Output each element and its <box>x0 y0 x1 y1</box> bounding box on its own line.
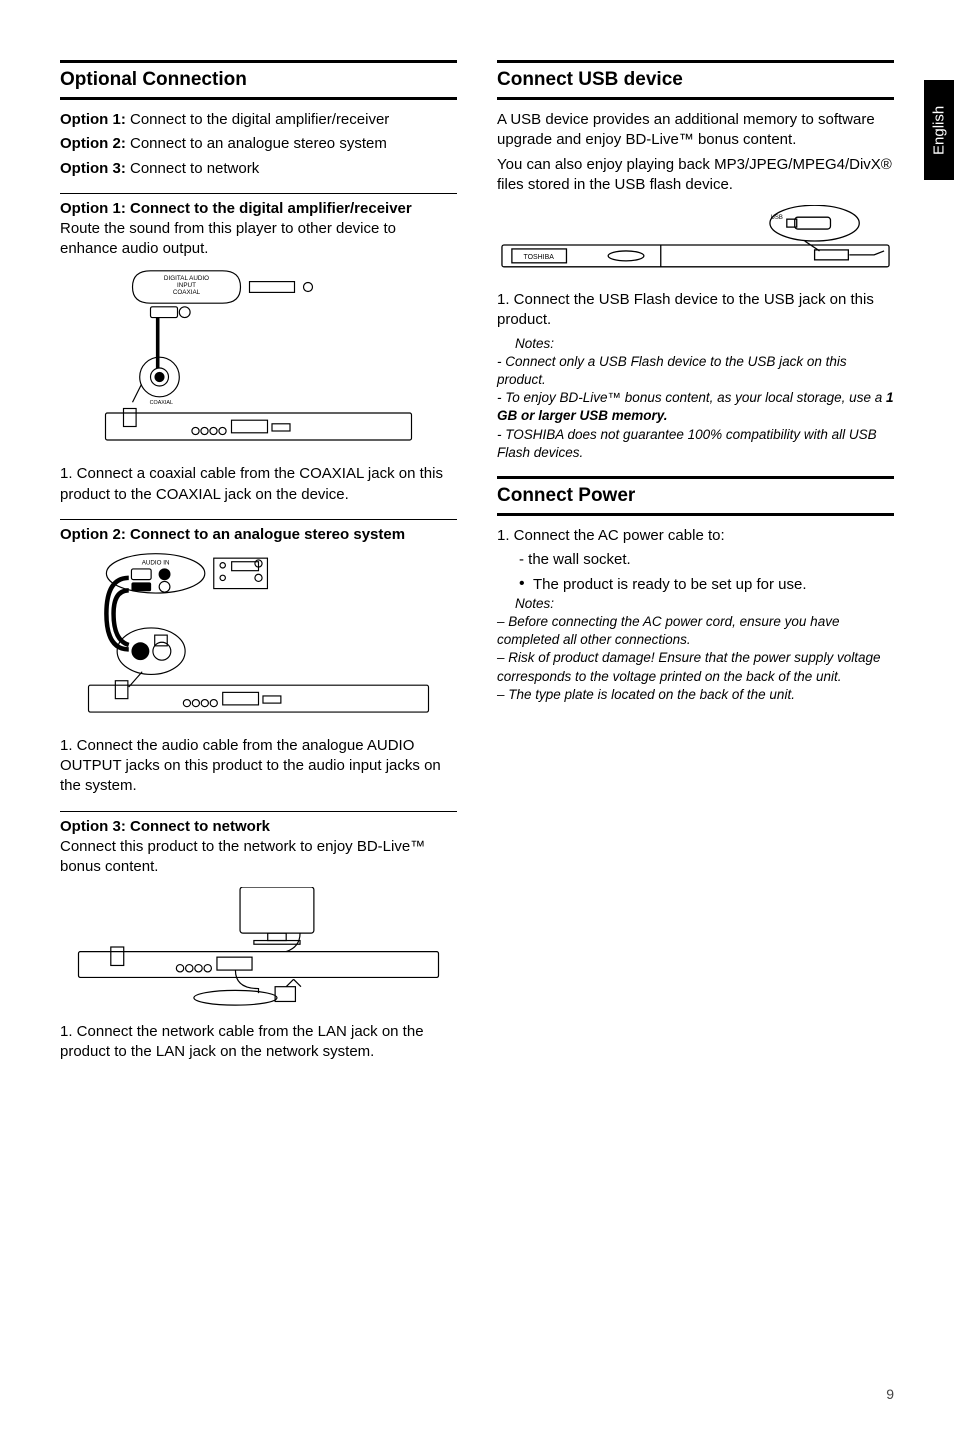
option-1-heading: Option 1: Connect to the digital amplifi… <box>60 193 457 217</box>
usb-p1: A USB device provides an additional memo… <box>497 110 894 151</box>
analogue-diagram: AUDIO IN <box>60 551 457 721</box>
option-2-line: Option 2: Connect to an analogue stereo … <box>60 134 457 154</box>
svg-text:TOSHIBA: TOSHIBA <box>524 254 555 261</box>
option-2-text: Connect to an analogue stereo system <box>126 135 387 152</box>
power-sub2: The product is ready to be set up for us… <box>533 575 807 595</box>
option-3-heading: Option 3: Connect to network <box>60 811 457 835</box>
option-1-text: Connect to the digital amplifier/receive… <box>126 111 389 128</box>
svg-text:USB: USB <box>771 215 783 221</box>
usb-diagram: USB TOSHIBA <box>497 205 894 275</box>
power-notes-label: Notes: <box>497 595 894 613</box>
left-column: Optional Connection Option 1: Connect to… <box>60 60 457 1067</box>
page-number: 9 <box>886 1386 894 1402</box>
power-note-2: – Risk of product damage! Ensure that th… <box>497 649 894 685</box>
option-1-step: 1. Connect a coaxial cable from the COAX… <box>60 464 457 505</box>
power-sub2-row: • The product is ready to be set up for … <box>497 575 894 595</box>
svg-text:COAXIAL: COAXIAL <box>150 400 173 406</box>
right-column: Connect USB device A USB device provides… <box>497 60 894 1067</box>
network-diagram <box>60 887 457 1007</box>
option-2-heading: Option 2: Connect to an analogue stereo … <box>60 519 457 543</box>
svg-text:DIGITAL AUDIO: DIGITAL AUDIO <box>164 275 209 282</box>
bullet-icon: • <box>519 575 533 595</box>
content-columns: Optional Connection Option 1: Connect to… <box>60 60 894 1067</box>
power-note-3: – The type plate is located on the back … <box>497 686 894 704</box>
option-2-step: 1. Connect the audio cable from the anal… <box>60 736 457 797</box>
usb-note-1: - Connect only a USB Flash device to the… <box>497 353 894 389</box>
svg-text:AUDIO IN: AUDIO IN <box>142 559 170 566</box>
connect-usb-title: Connect USB device <box>497 60 894 100</box>
usb-step: 1. Connect the USB Flash device to the U… <box>497 290 894 331</box>
usb-notes-label: Notes: <box>497 335 894 353</box>
option-2-label: Option 2: <box>60 135 126 152</box>
power-sub1: - the wall socket. <box>497 550 894 570</box>
usb-note-2: - To enjoy BD-Live™ bonus content, as yo… <box>497 389 894 425</box>
option-3-step: 1. Connect the network cable from the LA… <box>60 1022 457 1063</box>
usb-p2: You can also enjoy playing back MP3/JPEG… <box>497 155 894 196</box>
option-1-body: Route the sound from this player to othe… <box>60 219 457 260</box>
svg-text:COAXIAL: COAXIAL <box>173 289 201 296</box>
option-3-body: Connect this product to the network to e… <box>60 837 457 878</box>
option-1-line: Option 1: Connect to the digital amplifi… <box>60 110 457 130</box>
connect-power-title: Connect Power <box>497 476 894 516</box>
option-3-label: Option 3: <box>60 160 126 177</box>
usb-note-2a: - To enjoy BD-Live™ bonus content, as yo… <box>497 390 886 405</box>
power-step: 1. Connect the AC power cable to: <box>497 526 894 546</box>
language-tab: English <box>924 80 954 180</box>
option-3-text: Connect to network <box>126 160 259 177</box>
optional-connection-title: Optional Connection <box>60 60 457 100</box>
option-3-line: Option 3: Connect to network <box>60 159 457 179</box>
power-note-1: – Before connecting the AC power cord, e… <box>497 613 894 649</box>
coaxial-diagram: DIGITAL AUDIO INPUT COAXIAL COAXIAL <box>60 269 457 449</box>
usb-note-3: - TOSHIBA does not guarantee 100% compat… <box>497 426 894 462</box>
option-1-label: Option 1: <box>60 111 126 128</box>
svg-text:INPUT: INPUT <box>177 282 196 289</box>
